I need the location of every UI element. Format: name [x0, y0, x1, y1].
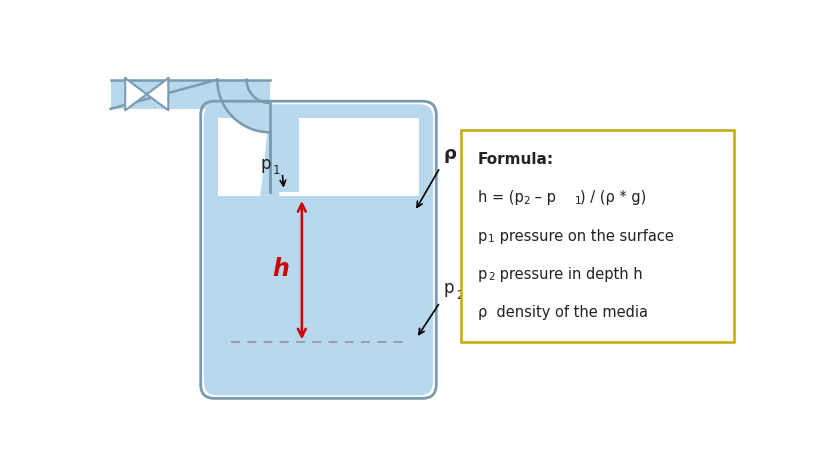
- FancyBboxPatch shape: [461, 130, 733, 342]
- Text: pressure on the surface: pressure on the surface: [495, 228, 673, 244]
- Text: p: p: [477, 267, 487, 282]
- Text: ρ: ρ: [443, 145, 456, 162]
- Text: 1: 1: [273, 164, 280, 177]
- Polygon shape: [217, 80, 270, 132]
- Text: Formula:: Formula:: [477, 152, 553, 167]
- Text: 2: 2: [523, 196, 530, 206]
- Text: p: p: [443, 279, 454, 297]
- Text: – p: – p: [529, 190, 555, 205]
- Polygon shape: [260, 109, 279, 196]
- Text: 1: 1: [487, 234, 494, 244]
- FancyBboxPatch shape: [203, 104, 433, 395]
- Text: 2: 2: [487, 272, 494, 283]
- Text: 2: 2: [456, 289, 463, 302]
- Polygon shape: [146, 78, 168, 110]
- Text: h = (p: h = (p: [477, 190, 523, 205]
- Text: p: p: [260, 154, 271, 172]
- Bar: [270, 109, 298, 192]
- Text: ) / (ρ * g): ) / (ρ * g): [579, 190, 645, 205]
- Text: p: p: [477, 228, 487, 244]
- Text: h: h: [272, 257, 288, 281]
- Bar: [110, 80, 270, 109]
- Bar: [217, 118, 419, 196]
- Polygon shape: [125, 78, 146, 110]
- Text: 1: 1: [574, 196, 581, 206]
- Text: pressure in depth h: pressure in depth h: [495, 267, 642, 282]
- Text: ρ  density of the media: ρ density of the media: [477, 305, 647, 320]
